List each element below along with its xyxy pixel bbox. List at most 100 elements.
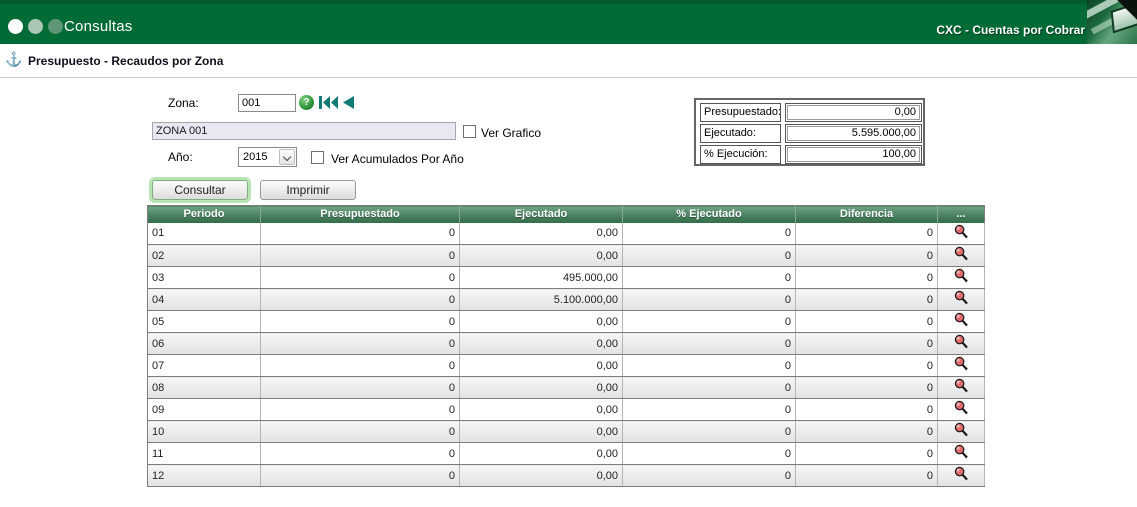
presupuestado-cell: 0 xyxy=(260,244,460,267)
magnifier-icon[interactable] xyxy=(954,246,969,265)
diferencia-cell: 0 xyxy=(795,266,938,289)
magnifier-icon[interactable] xyxy=(954,378,969,397)
first-record-icon[interactable] xyxy=(319,95,339,115)
zona-description-field: ZONA 001 xyxy=(152,122,456,140)
ver-grafico-checkbox[interactable] xyxy=(463,125,476,138)
periodo-cell: 07 xyxy=(147,354,261,377)
consultar-button[interactable]: Consultar xyxy=(152,180,248,200)
magnifier-icon[interactable] xyxy=(954,444,969,463)
total-row: Ejecutado: 5.595.000,00 xyxy=(699,124,922,144)
magnifier-icon[interactable] xyxy=(954,334,969,353)
ejecutado-cell: 0,00 xyxy=(459,442,623,465)
row-detail-button[interactable] xyxy=(937,310,985,333)
diferencia-cell: 0 xyxy=(795,222,938,245)
diferencia-cell: 0 xyxy=(795,464,938,487)
total-row: Presupuestado: 0,00 xyxy=(699,103,922,123)
table-row: 08 0 0,00 0 0 xyxy=(147,376,985,399)
periodo-cell: 01 xyxy=(147,222,261,245)
keyboard-photo xyxy=(1087,0,1137,44)
diferencia-cell: 0 xyxy=(795,442,938,465)
col-actions: ... xyxy=(937,205,985,223)
ver-grafico-label: Ver Grafico xyxy=(481,126,542,140)
ver-acumulados-label: Ver Acumulados Por Año xyxy=(331,152,464,166)
magnifier-icon[interactable] xyxy=(954,290,969,309)
totals-panel: Presupuestado: 0,00 Ejecutado: 5.595.000… xyxy=(694,98,925,166)
row-detail-button[interactable] xyxy=(937,288,985,311)
periodo-cell: 02 xyxy=(147,244,261,267)
pct-ejecutado-cell: 0 xyxy=(622,442,796,465)
presupuestado-cell: 0 xyxy=(260,222,460,245)
pct-ejecutado-cell: 0 xyxy=(622,398,796,421)
diferencia-cell: 0 xyxy=(795,376,938,399)
presupuestado-cell: 0 xyxy=(260,464,460,487)
row-detail-button[interactable] xyxy=(937,442,985,465)
pct-ejecutado-cell: 0 xyxy=(622,354,796,377)
magnifier-icon[interactable] xyxy=(954,268,969,287)
col-diferencia: Diferencia xyxy=(795,205,938,223)
ejecutado-total-value: 5.595.000,00 xyxy=(785,124,922,143)
ejecutado-cell: 495.000,00 xyxy=(459,266,623,289)
row-detail-button[interactable] xyxy=(937,420,985,443)
zona-code-input[interactable] xyxy=(238,94,296,112)
pct-ejecutado-cell: 0 xyxy=(622,310,796,333)
row-detail-button[interactable] xyxy=(937,354,985,377)
periodo-cell: 12 xyxy=(147,464,261,487)
pct-ejecutado-cell: 0 xyxy=(622,332,796,355)
row-detail-button[interactable] xyxy=(937,222,985,245)
pct-ejecutado-cell: 0 xyxy=(622,288,796,311)
dot-icon xyxy=(28,19,43,34)
ejecutado-total-label: Ejecutado: xyxy=(700,124,781,143)
imprimir-button[interactable]: Imprimir xyxy=(260,180,356,200)
magnifier-icon[interactable] xyxy=(954,466,969,485)
table-row: 02 0 0,00 0 0 xyxy=(147,244,985,267)
anio-select[interactable]: 2015 xyxy=(238,147,297,167)
ver-acumulados-checkbox[interactable] xyxy=(311,151,324,164)
row-detail-button[interactable] xyxy=(937,244,985,267)
magnifier-icon[interactable] xyxy=(954,400,969,419)
periodo-cell: 10 xyxy=(147,420,261,443)
total-row: % Ejecución: 100,00 xyxy=(699,145,922,165)
magnifier-icon[interactable] xyxy=(954,224,969,243)
periodo-cell: 06 xyxy=(147,332,261,355)
chevron-down-icon[interactable] xyxy=(279,149,295,165)
help-icon[interactable]: ? xyxy=(299,95,314,110)
pct-ejecutado-cell: 0 xyxy=(622,376,796,399)
periods-table: Periodo Presupuestado Ejecutado % Ejecut… xyxy=(147,205,985,487)
row-detail-button[interactable] xyxy=(937,464,985,487)
periodo-cell: 04 xyxy=(147,288,261,311)
ejecutado-cell: 0,00 xyxy=(459,398,623,421)
table-row: 07 0 0,00 0 0 xyxy=(147,354,985,377)
ejecutado-cell: 0,00 xyxy=(459,354,623,377)
app-title: CXC - Cuentas por Cobrar xyxy=(936,23,1085,37)
table-row: 11 0 0,00 0 0 xyxy=(147,442,985,465)
row-detail-button[interactable] xyxy=(937,376,985,399)
magnifier-icon[interactable] xyxy=(954,422,969,441)
title-bar: Consultas CXC - Cuentas por Cobrar xyxy=(0,0,1137,44)
row-detail-button[interactable] xyxy=(937,266,985,289)
pct-ejecucion-total-label: % Ejecución: xyxy=(700,145,781,164)
row-detail-button[interactable] xyxy=(937,398,985,421)
col-periodo: Periodo xyxy=(147,205,261,223)
presupuestado-cell: 0 xyxy=(260,266,460,289)
anio-selected-value: 2015 xyxy=(243,151,268,163)
diferencia-cell: 0 xyxy=(795,332,938,355)
anio-label: Año: xyxy=(168,150,193,164)
presupuestado-cell: 0 xyxy=(260,310,460,333)
presupuestado-cell: 0 xyxy=(260,288,460,311)
presupuestado-cell: 0 xyxy=(260,376,460,399)
diferencia-cell: 0 xyxy=(795,398,938,421)
table-header-row: Periodo Presupuestado Ejecutado % Ejecut… xyxy=(147,205,985,223)
breadcrumb-bar: ⚓ Presupuesto - Recaudos por Zona xyxy=(0,44,1137,78)
table-row: 03 0 495.000,00 0 0 xyxy=(147,266,985,289)
table-row: 12 0 0,00 0 0 xyxy=(147,464,985,487)
magnifier-icon[interactable] xyxy=(954,356,969,375)
presupuestado-cell: 0 xyxy=(260,398,460,421)
previous-record-icon[interactable] xyxy=(341,95,355,115)
magnifier-icon[interactable] xyxy=(954,312,969,331)
diferencia-cell: 0 xyxy=(795,288,938,311)
ejecutado-cell: 0,00 xyxy=(459,332,623,355)
presupuestado-cell: 0 xyxy=(260,442,460,465)
diferencia-cell: 0 xyxy=(795,244,938,267)
row-detail-button[interactable] xyxy=(937,332,985,355)
diferencia-cell: 0 xyxy=(795,354,938,377)
